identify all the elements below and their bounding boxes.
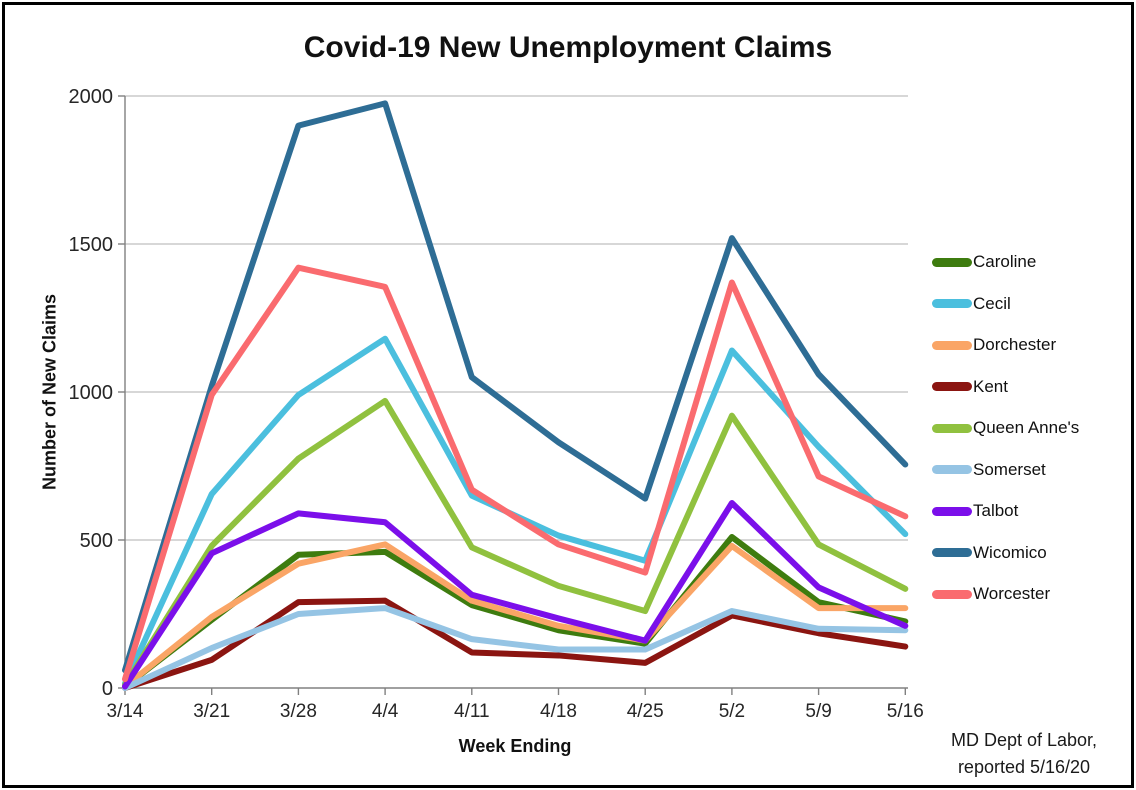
series-line-worcester <box>122 264 909 683</box>
x-tick-label-4-18: 4/18 <box>540 701 577 722</box>
series-line-somerset <box>122 605 909 691</box>
x-tick-label-3-14: 3/14 <box>107 701 144 722</box>
legend-label-worcester: Worcester <box>973 584 1051 603</box>
x-axis-title: Week Ending <box>458 736 572 756</box>
source-note-line1: MD Dept of Labor, <box>950 730 1098 750</box>
legend-item-somerset: Somerset <box>932 459 1046 481</box>
legend-item-kent: Kent <box>932 376 1008 398</box>
legend-swatch-wicomico <box>932 548 972 557</box>
chart-title: Covid-19 New Unemployment Claims <box>303 31 833 64</box>
legend-swatch-cecil <box>932 299 972 308</box>
legend-swatch-kent <box>932 382 972 391</box>
legend-label-talbot: Talbot <box>973 501 1019 520</box>
legend-item-talbot: Talbot <box>932 500 1018 522</box>
series-line-queen-anne-s <box>122 397 909 689</box>
series-line-wicomico <box>122 100 909 674</box>
series-line-talbot <box>122 500 909 690</box>
series-line-dorchester <box>122 541 909 690</box>
legend-swatch-somerset <box>932 465 972 474</box>
legend-label-cecil: Cecil <box>973 293 1011 313</box>
legend-label-wicomico: Wicomico <box>973 542 1047 562</box>
legend-item-cecil: Cecil <box>932 293 1011 315</box>
legend-swatch-dorchester <box>932 340 972 350</box>
x-tick-label-4-4: 4/4 <box>372 701 399 722</box>
y-tick-label-1000: 1000 <box>69 382 114 404</box>
legend-label-kent: Kent <box>973 376 1008 396</box>
x-tick-label-4-25: 4/25 <box>627 701 664 722</box>
x-tick-label-5-9: 5/9 <box>805 701 831 722</box>
y-tick-label-2000: 2000 <box>69 86 114 108</box>
legend-label-caroline: Caroline <box>973 252 1037 271</box>
x-tick-label-5-2: 5/2 <box>719 701 745 722</box>
legend-item-wicomico: Wicomico <box>932 542 1047 564</box>
legend-swatch-caroline <box>932 257 972 267</box>
legend-swatch-worcester <box>932 589 972 599</box>
legend-item-queen-anne-s: Queen Anne's <box>932 417 1079 439</box>
source-note-line2: reported 5/16/20 <box>957 757 1091 777</box>
y-tick-label-1500: 1500 <box>69 234 114 256</box>
legend-item-dorchester: Dorchester <box>932 334 1056 356</box>
legend-swatch-talbot <box>932 506 972 516</box>
y-tick-label-0: 0 <box>102 678 113 700</box>
x-tick-label-5-16: 5/16 <box>887 701 924 722</box>
x-tick-label-4-11: 4/11 <box>454 701 490 722</box>
legend-swatch-queen-anne-s <box>932 423 972 433</box>
source-note: MD Dept of Labor, reported 5/16/20 <box>928 727 1120 781</box>
legend-label-queen-anne-s: Queen Anne's <box>973 418 1080 437</box>
legend-item-worcester: Worcester <box>932 583 1050 605</box>
y-tick-label-500: 500 <box>80 530 113 552</box>
legend-label-somerset: Somerset <box>973 459 1046 479</box>
x-tick-label-3-28: 3/28 <box>280 701 317 722</box>
legend-item-caroline: Caroline <box>932 251 1036 273</box>
legend-label-dorchester: Dorchester <box>973 335 1057 354</box>
x-tick-label-3-21: 3/21 <box>193 701 230 722</box>
